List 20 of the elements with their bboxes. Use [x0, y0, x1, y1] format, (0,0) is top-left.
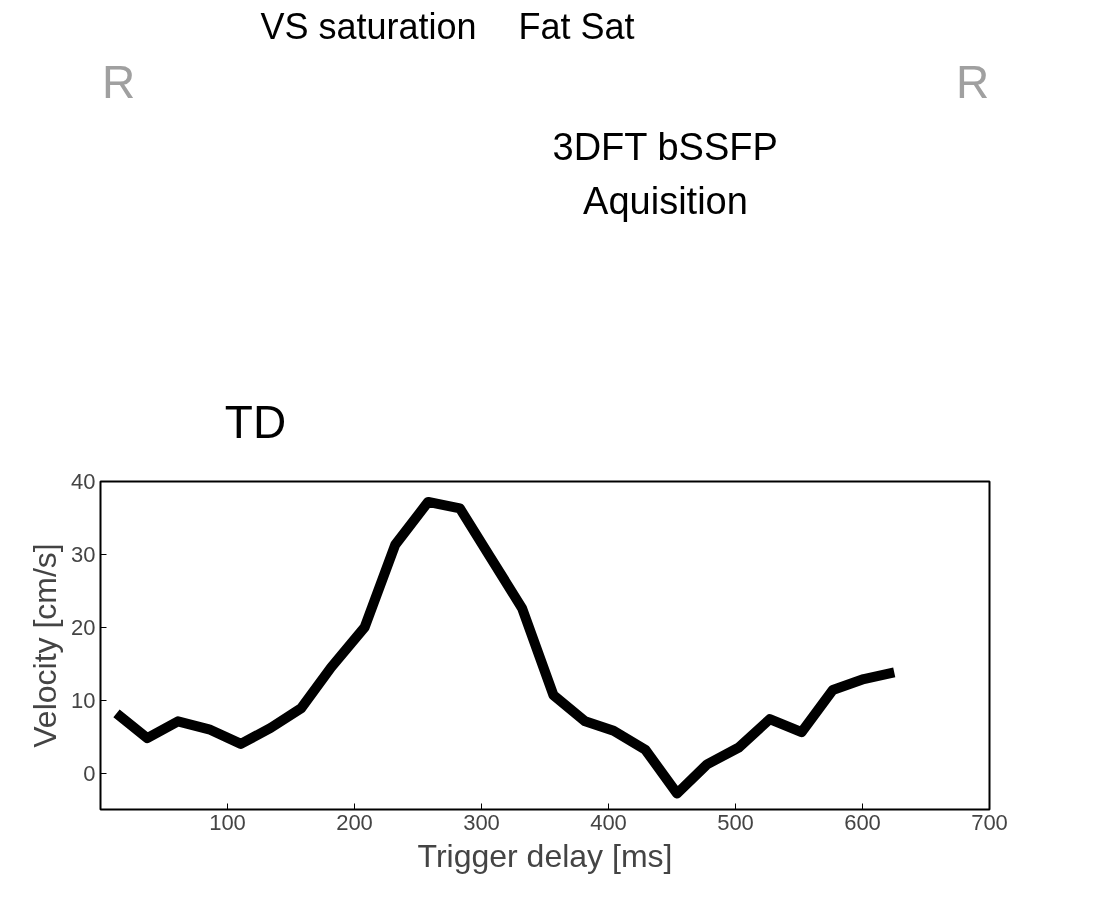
- x-tick-label: 600: [844, 809, 881, 835]
- y-tick-label: 30: [71, 541, 96, 567]
- x-tick-label: 100: [209, 809, 246, 835]
- text: 3DFT bSSFP Aquisition: [552, 125, 778, 223]
- x-tick-label: 200: [336, 809, 373, 835]
- y-tick-label: 0: [83, 760, 96, 786]
- x-tick-label: 400: [590, 809, 627, 835]
- text: TD: [224, 395, 287, 448]
- y-axis-title: Velocity [cm/s]: [27, 543, 64, 748]
- y-tick-label: 10: [71, 687, 96, 713]
- x-tick-label: 700: [971, 809, 1008, 835]
- x-tick-label: 500: [717, 809, 754, 835]
- y-tick-label: 40: [71, 469, 96, 494]
- y-tick-label: 20: [71, 614, 96, 640]
- text: Fat Sat: [518, 5, 635, 47]
- x-tick-label: 300: [463, 809, 500, 835]
- text: R: [955, 55, 990, 108]
- text: R: [101, 55, 136, 108]
- x-axis-title: Trigger delay [ms]: [417, 837, 673, 874]
- text: VS saturation: [260, 5, 477, 47]
